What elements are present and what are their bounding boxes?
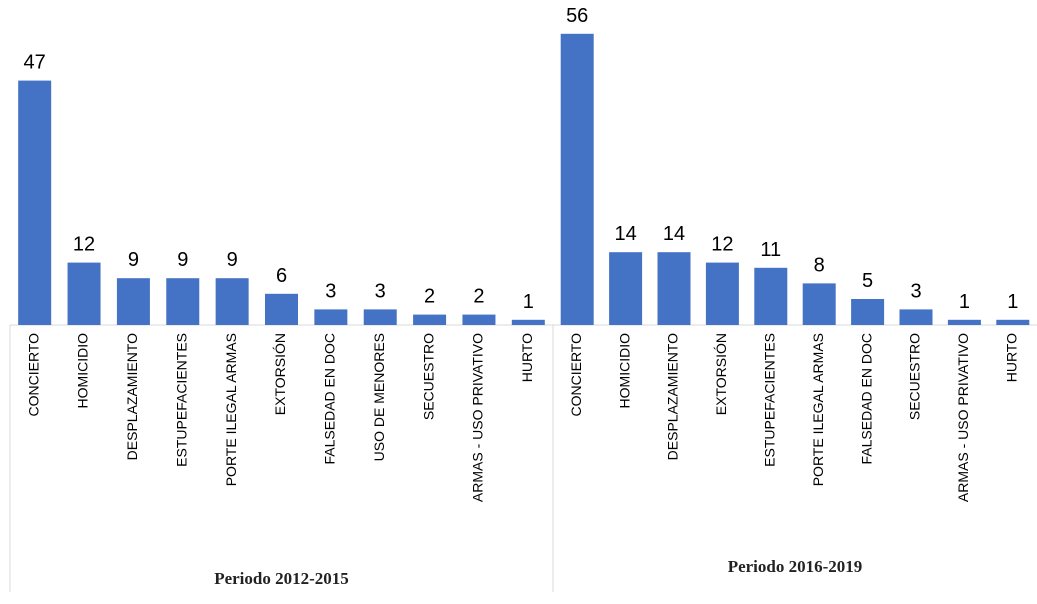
- data-label: 14: [614, 223, 636, 245]
- bar: [511, 319, 545, 325]
- bar: [18, 80, 52, 325]
- bar: [705, 262, 739, 325]
- data-label: 12: [73, 234, 95, 256]
- x-tick-label: PORTE ILEGAL ARMAS: [810, 333, 826, 486]
- data-label: 14: [663, 223, 685, 245]
- data-label: 6: [276, 265, 287, 287]
- bar: [657, 252, 691, 325]
- x-tick-label: HOMICIDIO: [75, 333, 91, 409]
- data-label: 1: [959, 291, 970, 313]
- data-label: 2: [424, 286, 435, 308]
- data-label: 47: [24, 52, 46, 74]
- bar: [215, 278, 249, 325]
- bar: [314, 309, 348, 325]
- group-label: Periodo 2016-2019: [728, 557, 863, 576]
- x-tick-label: EXTORSIÓN: [272, 333, 288, 415]
- bar: [363, 309, 397, 325]
- x-tick-label: HURTO: [1004, 333, 1020, 382]
- x-tick-label: FALSEDAD EN DOC: [322, 333, 338, 464]
- bar: [851, 299, 885, 325]
- bar: [560, 33, 594, 326]
- x-tick-label: HOMICIDIO: [616, 333, 632, 409]
- x-tick-label: CONCIERTO: [568, 333, 584, 417]
- x-tick-label: ARMAS - USO PRIVATIVO: [470, 333, 486, 502]
- x-tick-label: FALSEDAD EN DOC: [858, 333, 874, 464]
- x-tick-label: USO DE MENORES: [371, 333, 387, 461]
- bar: [802, 283, 836, 325]
- bar: [116, 278, 150, 325]
- data-label: 11: [760, 239, 781, 261]
- bar: [996, 319, 1030, 325]
- x-tick-label: ARMAS - USO PRIVATIVO: [955, 333, 971, 502]
- x-tick-label: ESTUPEFACIENTES: [762, 333, 778, 467]
- data-label: 3: [325, 280, 336, 302]
- bar: [899, 309, 933, 325]
- x-tick-label: DESPLAZAMIENTO: [665, 333, 681, 460]
- x-tick-label: EXTORSIÓN: [713, 333, 729, 415]
- bar: [462, 314, 496, 325]
- data-label: 5: [862, 270, 873, 292]
- data-label: 56: [566, 5, 588, 27]
- data-label: 1: [523, 291, 534, 313]
- data-label: 9: [227, 249, 238, 271]
- data-label: 2: [473, 286, 484, 308]
- data-label: 3: [375, 280, 386, 302]
- bar: [413, 314, 447, 325]
- bar: [754, 267, 788, 325]
- bar: [265, 293, 298, 325]
- x-tick-label: SECUESTRO: [420, 333, 436, 420]
- x-tick-label: DESPLAZAMIENTO: [124, 333, 140, 460]
- x-tick-label: HURTO: [519, 333, 535, 382]
- x-tick-label: PORTE ILEGAL ARMAS: [223, 333, 239, 486]
- bar: [67, 262, 101, 325]
- data-label: 8: [814, 254, 825, 276]
- data-label: 1: [1007, 291, 1018, 313]
- data-label: 12: [711, 234, 733, 256]
- x-tick-label: CONCIERTO: [25, 333, 41, 417]
- x-tick-label: SECUESTRO: [907, 333, 923, 420]
- bar: [947, 319, 981, 325]
- data-label: 9: [177, 249, 188, 271]
- group-label: Periodo 2012-2015: [214, 569, 349, 588]
- data-label: 3: [910, 280, 921, 302]
- bar: [609, 252, 643, 325]
- x-tick-label: ESTUPEFACIENTES: [173, 333, 189, 467]
- data-label: 9: [128, 249, 139, 271]
- bar: [166, 278, 200, 325]
